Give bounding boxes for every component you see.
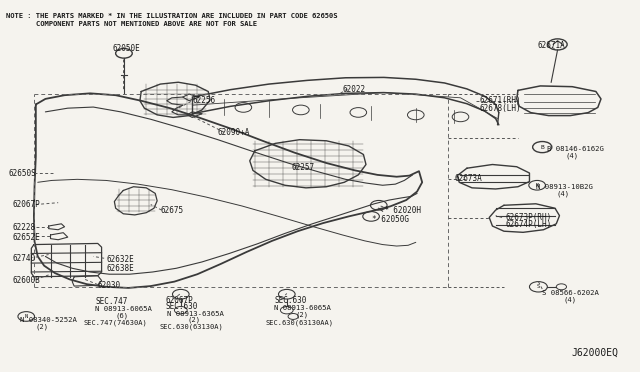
- Text: 62652E: 62652E: [12, 232, 40, 242]
- Text: B: B: [540, 145, 544, 150]
- Text: 62228: 62228: [12, 223, 35, 232]
- Text: 62067P: 62067P: [12, 200, 40, 209]
- Text: N: N: [24, 314, 28, 319]
- Text: COMPONENT PARTS NOT MENTIONED ABOVE ARE NOT FOR SALE: COMPONENT PARTS NOT MENTIONED ABOVE ARE …: [36, 21, 257, 27]
- Text: 62256: 62256: [192, 96, 216, 105]
- Text: 62257: 62257: [291, 163, 314, 172]
- Text: (2): (2): [36, 324, 49, 330]
- Text: (2): (2): [187, 317, 200, 323]
- Text: 62740: 62740: [12, 254, 35, 263]
- Text: N 08340-5252A: N 08340-5252A: [20, 317, 77, 323]
- Text: 62678(LH): 62678(LH): [479, 104, 521, 113]
- Text: 62022: 62022: [342, 85, 365, 94]
- Text: S: S: [537, 284, 540, 289]
- Text: 62600B: 62600B: [12, 276, 40, 285]
- Text: N 08913-6365A: N 08913-6365A: [167, 311, 223, 317]
- Text: 62674P(LH): 62674P(LH): [505, 220, 552, 229]
- Text: (6): (6): [116, 312, 129, 319]
- Text: SEC.630(63130AA): SEC.630(63130AA): [266, 319, 333, 326]
- Text: N 08913-10B2G: N 08913-10B2G: [536, 184, 593, 190]
- Text: 62050E: 62050E: [113, 44, 140, 53]
- Text: NOTE : THE PARTS MARKED * IN THE ILLUSTRATION ARE INCLUDED IN PART CODE 62650S: NOTE : THE PARTS MARKED * IN THE ILLUSTR…: [6, 13, 337, 19]
- Text: 62638E: 62638E: [106, 264, 134, 273]
- Text: 62030: 62030: [98, 281, 121, 290]
- Text: SEC.747: SEC.747: [95, 297, 127, 306]
- Text: B 08146-6162G: B 08146-6162G: [547, 146, 604, 152]
- Text: * 62020H: * 62020H: [384, 206, 421, 215]
- Text: 62675: 62675: [161, 206, 184, 215]
- Text: * 62050G: * 62050G: [372, 215, 410, 224]
- Text: 62673P(RH): 62673P(RH): [505, 213, 552, 222]
- Text: 62671(RH): 62671(RH): [479, 96, 521, 105]
- Text: N: N: [536, 183, 539, 188]
- Text: (4): (4): [556, 190, 570, 197]
- Text: SEC.630: SEC.630: [274, 296, 307, 305]
- Text: 62067P: 62067P: [166, 296, 193, 305]
- Text: SEC.747(74630A): SEC.747(74630A): [84, 320, 147, 326]
- Text: 62673A: 62673A: [454, 174, 482, 183]
- Text: (4): (4): [564, 297, 577, 304]
- Text: 62090+A: 62090+A: [218, 128, 250, 137]
- Text: 62632E: 62632E: [106, 255, 134, 264]
- Text: SEC.630(63130A): SEC.630(63130A): [159, 324, 223, 330]
- Text: N 08913-6065A: N 08913-6065A: [95, 306, 152, 312]
- Text: N 08913-6065A: N 08913-6065A: [274, 305, 331, 311]
- Text: SEC.630: SEC.630: [166, 302, 198, 311]
- Text: 62671A: 62671A: [537, 41, 565, 50]
- Text: J62000EQ: J62000EQ: [572, 347, 619, 357]
- Text: S 08566-6202A: S 08566-6202A: [542, 291, 599, 296]
- Text: (2): (2): [296, 312, 309, 318]
- Text: 62650S: 62650S: [8, 169, 36, 177]
- Text: (4): (4): [566, 153, 579, 159]
